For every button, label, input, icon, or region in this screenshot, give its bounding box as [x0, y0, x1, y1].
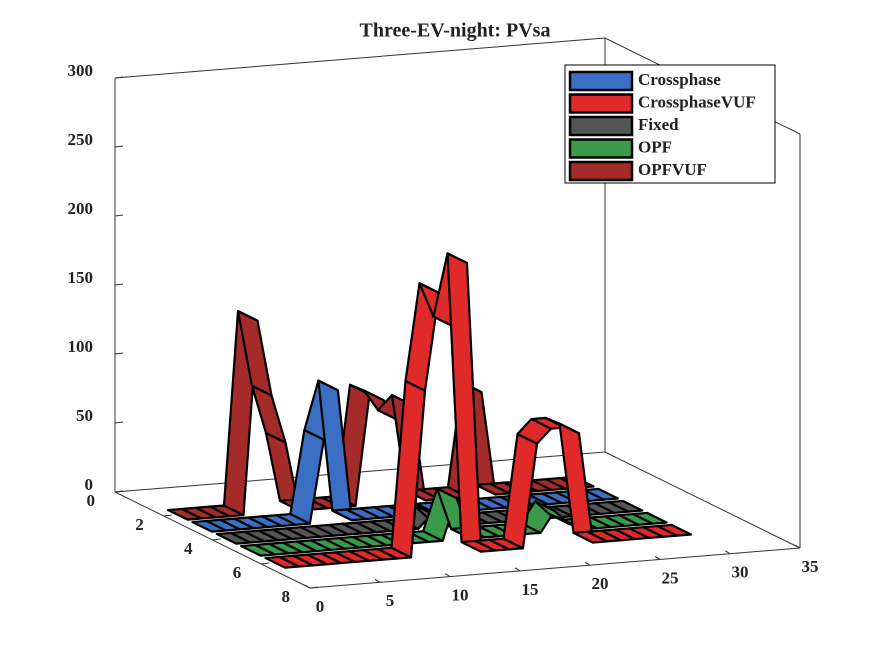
x-tick-label: 25 — [662, 568, 679, 587]
y-tick — [212, 538, 221, 541]
x-tick — [304, 584, 311, 589]
z-tick — [114, 352, 124, 355]
x-tick — [374, 578, 381, 583]
z-tick — [114, 421, 124, 424]
y-tick-label: 4 — [184, 539, 193, 558]
z-tick-label: 100 — [68, 337, 94, 356]
x-tick — [584, 561, 591, 566]
legend-label: Fixed — [638, 115, 679, 134]
legend-label: CrossphaseVUF — [638, 92, 756, 111]
x-tick-label: 30 — [732, 563, 749, 582]
y-tick-label: 0 — [87, 491, 96, 510]
legend-swatch — [568, 115, 634, 137]
z-tick — [114, 76, 124, 79]
y-tick — [309, 586, 319, 589]
legend-swatch — [568, 160, 634, 182]
axis-box — [114, 37, 606, 79]
z-tick-label: 200 — [68, 199, 94, 218]
y-tick-label: 6 — [233, 563, 242, 582]
ribbon — [264, 252, 693, 569]
x-tick-label: 0 — [316, 597, 325, 616]
y-tick-label: 2 — [135, 515, 144, 534]
ribbon-segment — [656, 523, 693, 537]
z-tick-label: 250 — [68, 130, 94, 149]
legend-swatch — [568, 93, 634, 114]
z-tick — [114, 145, 124, 148]
x-tick-label: 35 — [802, 557, 819, 576]
legend-label: OPFVUF — [638, 160, 707, 179]
chart-title: Three-EV-night: PVsa — [360, 20, 551, 42]
z-tick-label: 300 — [68, 61, 94, 80]
x-tick — [724, 550, 731, 555]
x-tick-label: 20 — [592, 574, 609, 593]
ribbon-segment — [583, 487, 619, 501]
z-tick-label: 0 — [85, 475, 94, 494]
x-tick-label: 15 — [522, 580, 539, 599]
legend: Crossphase CrossphaseVUF Fixed OPF OPFVUF — [564, 64, 776, 184]
x-tick — [794, 544, 801, 549]
ribbon-segment — [632, 511, 668, 525]
z-tick — [114, 214, 124, 217]
x-tick-label: 10 — [452, 585, 469, 604]
x-tick — [654, 555, 661, 560]
z-tick-label: 150 — [68, 268, 94, 287]
legend-swatch — [568, 138, 634, 159]
z-tick — [114, 283, 124, 286]
legend-label: Crossphase — [638, 70, 721, 89]
y-tick-label: 8 — [282, 587, 291, 606]
y-tick — [114, 490, 124, 493]
y-tick — [163, 514, 172, 517]
legend-label: OPF — [638, 137, 672, 156]
z-tick-label: 50 — [76, 406, 93, 425]
x-tick — [444, 573, 451, 578]
y-tick — [261, 562, 270, 565]
legend-swatch — [568, 70, 634, 92]
ribbon-segment — [607, 499, 644, 513]
axis-box — [309, 547, 801, 589]
x-tick-label: 5 — [386, 591, 395, 610]
x-tick — [514, 567, 521, 572]
axis-box — [604, 451, 801, 549]
